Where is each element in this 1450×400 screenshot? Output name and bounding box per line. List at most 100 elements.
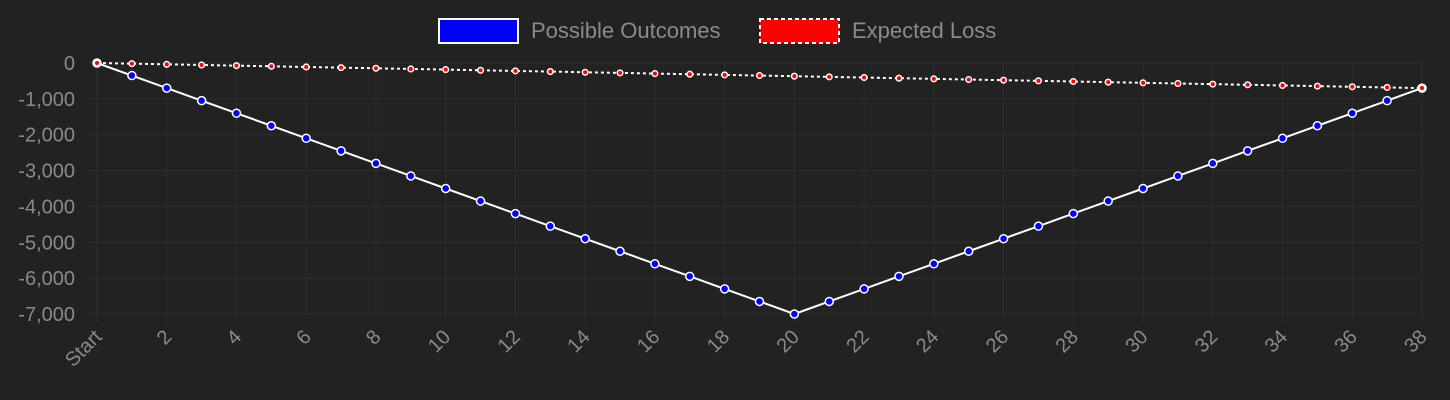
data-point-possible-outcomes[interactable] xyxy=(440,183,451,194)
data-point-expected-loss[interactable] xyxy=(546,68,554,76)
data-point-expected-loss[interactable] xyxy=(790,72,798,80)
y-tick-label: -1,000 xyxy=(18,89,75,111)
data-point-possible-outcomes[interactable] xyxy=(1347,108,1358,118)
data-point-possible-outcomes[interactable] xyxy=(371,158,381,169)
data-point-possible-outcomes[interactable] xyxy=(685,271,695,282)
data-point-possible-outcomes[interactable] xyxy=(266,121,277,131)
legend-swatch-expected-loss xyxy=(759,18,840,44)
data-point-possible-outcomes[interactable] xyxy=(929,259,939,269)
legend-item-expected-loss[interactable]: Expected Loss xyxy=(759,18,996,44)
data-point-expected-loss[interactable] xyxy=(1104,78,1112,86)
data-point-expected-loss[interactable] xyxy=(1313,82,1321,90)
data-point-expected-loss[interactable] xyxy=(1244,81,1252,89)
y-tick-label: -3,000 xyxy=(18,161,75,183)
data-point-expected-loss[interactable] xyxy=(267,62,275,70)
data-point-expected-loss[interactable] xyxy=(511,67,519,75)
x-tick-label: 2 xyxy=(153,326,176,349)
x-tick-label: 34 xyxy=(1261,326,1292,357)
x-tick-label: 24 xyxy=(912,326,943,357)
y-tick-label: -2,000 xyxy=(18,125,75,147)
data-point-possible-outcomes[interactable] xyxy=(719,284,730,294)
data-point-expected-loss[interactable] xyxy=(930,75,938,83)
data-point-expected-loss[interactable] xyxy=(895,74,903,82)
data-point-expected-loss[interactable] xyxy=(93,59,101,67)
data-point-expected-loss[interactable] xyxy=(825,73,833,81)
data-point-expected-loss[interactable] xyxy=(477,66,485,74)
data-point-possible-outcomes[interactable] xyxy=(998,233,1009,244)
data-point-expected-loss[interactable] xyxy=(581,68,589,76)
data-point-possible-outcomes[interactable] xyxy=(336,146,346,156)
data-point-possible-outcomes[interactable] xyxy=(1103,196,1113,206)
data-point-expected-loss[interactable] xyxy=(1418,84,1426,92)
data-point-expected-loss[interactable] xyxy=(860,73,868,82)
data-point-possible-outcomes[interactable] xyxy=(859,284,869,294)
data-point-possible-outcomes[interactable] xyxy=(1277,133,1288,144)
data-point-expected-loss[interactable] xyxy=(372,64,380,72)
data-point-possible-outcomes[interactable] xyxy=(1068,208,1079,219)
data-point-expected-loss[interactable] xyxy=(1034,77,1042,85)
y-tick-label: -6,000 xyxy=(18,268,75,290)
data-point-possible-outcomes[interactable] xyxy=(1173,171,1183,181)
x-tick-label: 8 xyxy=(362,326,385,349)
data-point-possible-outcomes[interactable] xyxy=(650,259,660,269)
data-point-expected-loss[interactable] xyxy=(407,65,415,73)
x-tick-label: 14 xyxy=(563,326,594,357)
x-tick-label: 36 xyxy=(1331,326,1362,357)
data-point-expected-loss[interactable] xyxy=(686,70,694,78)
data-point-expected-loss[interactable] xyxy=(442,66,450,74)
data-point-expected-loss[interactable] xyxy=(1383,83,1391,92)
data-point-expected-loss[interactable] xyxy=(965,75,973,84)
legend-label-expected-loss: Expected Loss xyxy=(852,18,996,43)
data-point-possible-outcomes[interactable] xyxy=(963,246,974,256)
data-point-possible-outcomes[interactable] xyxy=(406,171,416,181)
data-point-expected-loss[interactable] xyxy=(337,64,345,72)
data-point-possible-outcomes[interactable] xyxy=(1312,121,1323,131)
data-point-possible-outcomes[interactable] xyxy=(1382,95,1392,106)
x-tick-label: 10 xyxy=(424,326,455,357)
data-point-possible-outcomes[interactable] xyxy=(894,271,904,282)
data-point-expected-loss[interactable] xyxy=(128,60,136,68)
data-point-expected-loss[interactable] xyxy=(1209,80,1217,88)
data-point-possible-outcomes[interactable] xyxy=(1033,221,1044,231)
data-point-expected-loss[interactable] xyxy=(163,60,171,68)
data-point-expected-loss[interactable] xyxy=(1139,79,1147,87)
data-point-possible-outcomes[interactable] xyxy=(475,196,486,206)
data-point-expected-loss[interactable] xyxy=(1348,83,1356,91)
data-point-possible-outcomes[interactable] xyxy=(127,70,137,81)
data-point-possible-outcomes[interactable] xyxy=(1242,146,1253,156)
series-expected-loss xyxy=(93,59,1426,92)
x-tick-label: Start xyxy=(61,326,107,372)
data-point-expected-loss[interactable] xyxy=(755,72,764,80)
data-point-possible-outcomes[interactable] xyxy=(754,296,765,307)
data-point-possible-outcomes[interactable] xyxy=(510,208,521,219)
data-point-possible-outcomes[interactable] xyxy=(1208,158,1218,169)
data-point-expected-loss[interactable] xyxy=(616,69,624,77)
data-point-possible-outcomes[interactable] xyxy=(615,246,625,256)
data-point-expected-loss[interactable] xyxy=(1174,79,1182,88)
data-point-possible-outcomes[interactable] xyxy=(789,309,800,319)
data-point-expected-loss[interactable] xyxy=(232,62,241,70)
x-tick-label: 16 xyxy=(633,326,664,357)
legend-swatch-possible-outcomes xyxy=(438,18,519,44)
data-point-expected-loss[interactable] xyxy=(721,71,729,79)
legend-item-possible-outcomes[interactable]: Possible Outcomes xyxy=(438,18,721,44)
data-point-possible-outcomes[interactable] xyxy=(580,233,590,244)
data-point-possible-outcomes[interactable] xyxy=(824,296,834,307)
data-point-expected-loss[interactable] xyxy=(1278,81,1287,89)
data-point-possible-outcomes[interactable] xyxy=(196,95,207,106)
legend: Possible Outcomes Expected Loss xyxy=(438,18,996,44)
data-point-possible-outcomes[interactable] xyxy=(545,221,556,231)
data-point-expected-loss[interactable] xyxy=(198,61,206,69)
data-point-possible-outcomes[interactable] xyxy=(1138,183,1148,194)
data-point-possible-outcomes[interactable] xyxy=(161,83,172,93)
x-tick-label: 18 xyxy=(703,326,734,357)
data-point-expected-loss[interactable] xyxy=(302,63,310,71)
data-point-expected-loss[interactable] xyxy=(1069,77,1077,86)
data-point-possible-outcomes[interactable] xyxy=(231,108,242,118)
data-point-expected-loss[interactable] xyxy=(1000,76,1008,84)
legend-label-possible-outcomes: Possible Outcomes xyxy=(531,18,721,43)
data-point-expected-loss[interactable] xyxy=(651,70,659,78)
x-tick-label: 26 xyxy=(982,326,1013,357)
data-point-possible-outcomes[interactable] xyxy=(301,133,311,144)
